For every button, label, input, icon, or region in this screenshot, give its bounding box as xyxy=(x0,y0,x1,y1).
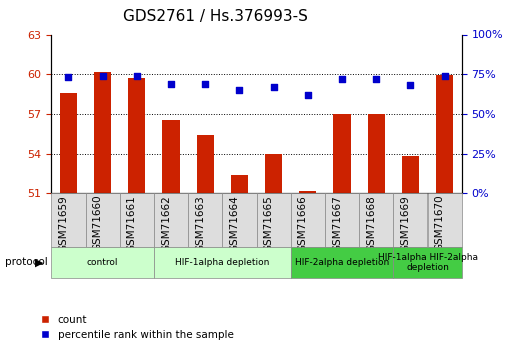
Bar xyxy=(359,193,393,247)
Bar xyxy=(368,114,385,193)
Bar xyxy=(51,247,154,278)
Text: GSM71667: GSM71667 xyxy=(332,195,342,252)
Bar xyxy=(60,93,77,193)
Bar xyxy=(222,193,256,247)
Point xyxy=(304,92,312,98)
Point xyxy=(338,76,346,82)
Bar xyxy=(393,193,427,247)
Bar xyxy=(163,120,180,193)
Point xyxy=(201,81,209,87)
Bar xyxy=(427,193,462,247)
Bar xyxy=(325,193,359,247)
Text: HIF-2alpha depletion: HIF-2alpha depletion xyxy=(295,258,389,267)
Bar xyxy=(120,193,154,247)
Point xyxy=(372,76,380,82)
Text: HIF-1alpha HIF-2alpha
depletion: HIF-1alpha HIF-2alpha depletion xyxy=(378,253,478,272)
Bar xyxy=(402,156,419,193)
Bar xyxy=(188,193,222,247)
Bar xyxy=(436,76,453,193)
Text: GSM71664: GSM71664 xyxy=(229,195,240,252)
Bar xyxy=(128,78,145,193)
Point xyxy=(64,75,72,80)
Point xyxy=(235,87,244,93)
Text: GSM71661: GSM71661 xyxy=(127,195,137,252)
Bar xyxy=(154,247,291,278)
Bar xyxy=(299,190,317,193)
Bar xyxy=(333,114,350,193)
Bar xyxy=(265,154,282,193)
Text: GSM71666: GSM71666 xyxy=(298,195,308,252)
Text: protocol: protocol xyxy=(5,257,48,267)
Bar xyxy=(393,247,462,278)
Text: HIF-1alpha depletion: HIF-1alpha depletion xyxy=(175,258,269,267)
Text: GSM71660: GSM71660 xyxy=(93,195,103,252)
Bar xyxy=(196,135,214,193)
Legend: count, percentile rank within the sample: count, percentile rank within the sample xyxy=(41,315,233,340)
Point xyxy=(406,82,415,88)
Point xyxy=(167,81,175,87)
Point xyxy=(441,73,449,79)
Text: GSM71663: GSM71663 xyxy=(195,195,205,252)
Text: GSM71670: GSM71670 xyxy=(435,195,445,252)
Text: GSM71668: GSM71668 xyxy=(366,195,376,252)
Text: GSM71659: GSM71659 xyxy=(58,195,68,252)
Bar xyxy=(256,193,291,247)
Bar xyxy=(231,175,248,193)
Bar xyxy=(291,247,393,278)
Point xyxy=(269,84,278,90)
Bar xyxy=(51,193,86,247)
Bar xyxy=(94,71,111,193)
Bar xyxy=(154,193,188,247)
Text: GSM71662: GSM71662 xyxy=(161,195,171,252)
Text: GSM71669: GSM71669 xyxy=(401,195,410,252)
Bar xyxy=(86,193,120,247)
Text: ▶: ▶ xyxy=(35,257,44,267)
Point xyxy=(133,73,141,79)
Bar xyxy=(291,193,325,247)
Point xyxy=(98,73,107,79)
Text: GDS2761 / Hs.376993-S: GDS2761 / Hs.376993-S xyxy=(123,9,308,23)
Text: GSM71665: GSM71665 xyxy=(264,195,273,252)
Text: control: control xyxy=(87,258,119,267)
